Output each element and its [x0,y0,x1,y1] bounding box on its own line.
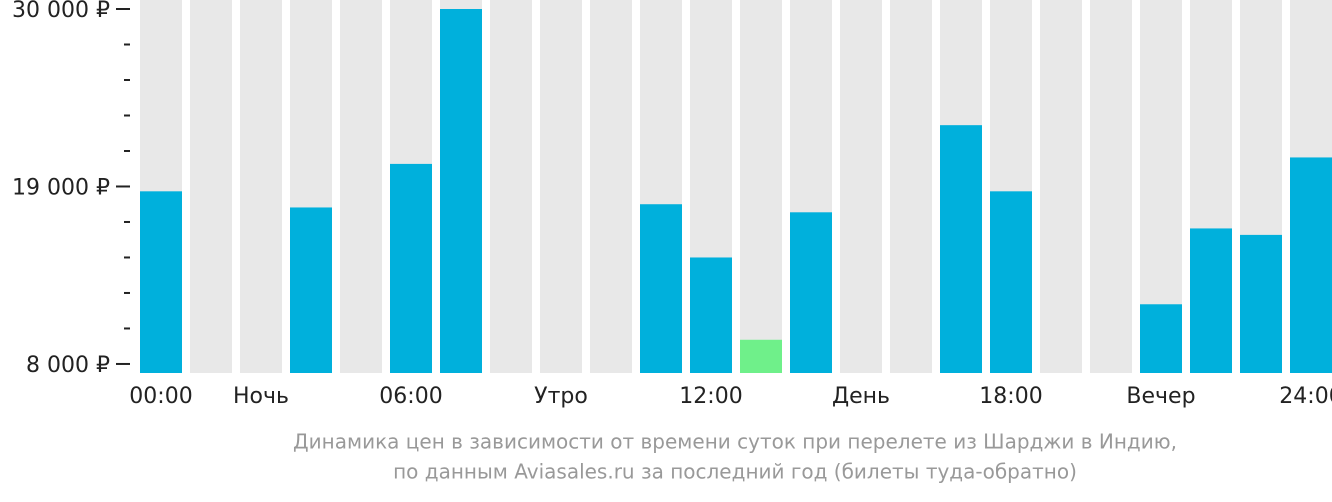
bar [1190,228,1232,373]
bar-background [740,0,782,373]
x-tick-label: 18:00 [979,384,1042,409]
bar [790,212,832,373]
bar [1140,304,1182,373]
y-tick-label: 8 000 ₽ [26,353,110,378]
bar [1240,234,1282,373]
bar-background [1040,0,1082,373]
x-tick-label: День [832,384,890,409]
bar-background [340,0,382,373]
bar [390,163,432,373]
caption: Динамика цен в зависимости от времени су… [293,430,1177,454]
bar-background [890,0,932,373]
bar-background [540,0,582,373]
bar [1290,157,1332,373]
x-tick-label: Вечер [1126,384,1195,409]
bar [440,9,482,373]
bar [640,204,682,373]
bar [690,257,732,373]
bar-background [490,0,532,373]
x-tick-label: Утро [534,384,588,409]
x-tick-label: 00:00 [129,384,192,409]
x-tick-label: 12:00 [679,384,742,409]
y-tick-label: 30 000 ₽ [12,0,110,23]
x-tick-label: Ночь [233,384,289,409]
bar [140,191,182,373]
x-tick-label: 06:00 [379,384,442,409]
bar [740,339,782,373]
x-tick-label: 24:00 [1279,384,1332,409]
bar-background [590,0,632,373]
bar-background [1090,0,1132,373]
bar [290,207,332,373]
bar-background [840,0,882,373]
bar [940,125,982,373]
caption: по данным Aviasales.ru за последний год … [393,460,1077,484]
bar-background [190,0,232,373]
bar-background [240,0,282,373]
y-tick-label: 19 000 ₽ [12,175,110,200]
bar [990,191,1032,373]
